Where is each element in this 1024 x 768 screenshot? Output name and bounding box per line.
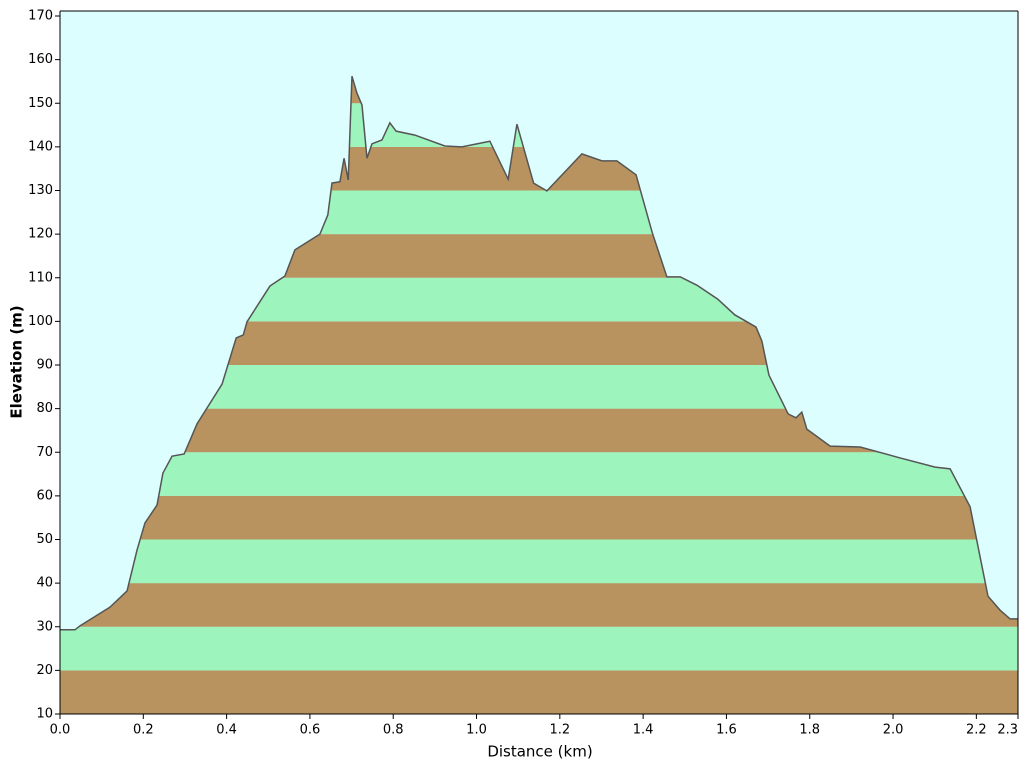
x-tick-label: 2.3 (997, 723, 1018, 738)
y-tick-label: 30 (36, 619, 53, 634)
elevation-line (60, 75, 1018, 631)
y-tick-label: 150 (28, 96, 53, 111)
y-tick-label: 100 (28, 314, 53, 329)
y-tick-label: 90 (36, 358, 53, 373)
y-tick-label: 70 (36, 445, 53, 460)
x-tick-label: 2.2 (966, 723, 987, 738)
x-tick-label: 0.8 (383, 723, 404, 738)
y-tick-label: 40 (36, 576, 53, 591)
x-tick-label: 1.6 (716, 723, 737, 738)
x-tick-label: 0.0 (50, 723, 71, 738)
y-tick-label: 160 (28, 52, 53, 67)
y-tick-label: 10 (36, 707, 53, 722)
y-tick-label: 110 (28, 270, 53, 285)
y-tick-label: 80 (36, 401, 53, 416)
elevation-band (60, 452, 1018, 496)
y-tick-label: 120 (28, 227, 53, 242)
x-tick-label: 1.0 (466, 723, 487, 738)
elevation-band (60, 539, 1018, 584)
elevation-band (60, 495, 1018, 540)
elevation-band (60, 670, 1018, 714)
x-axis-title: Distance (km) (487, 743, 592, 761)
elevation-band (60, 626, 1018, 671)
y-tick-label: 60 (36, 488, 53, 503)
x-tick-label: 2.0 (883, 723, 904, 738)
x-tick-label: 0.4 (216, 723, 237, 738)
y-tick-label: 50 (36, 532, 53, 547)
y-tick-label: 130 (28, 183, 53, 198)
y-tick-label: 20 (36, 663, 53, 678)
y-tick-label: 170 (28, 9, 53, 24)
x-tick-label: 0.2 (133, 723, 154, 738)
x-tick-label: 1.8 (799, 723, 820, 738)
x-tick-label: 0.6 (300, 723, 321, 738)
x-tick-label: 1.2 (549, 723, 570, 738)
y-axis-title: Elevation (m) (8, 305, 26, 418)
x-tick-label: 1.4 (633, 723, 654, 738)
elevation-band (60, 583, 1018, 627)
y-tick-label: 140 (28, 139, 53, 154)
